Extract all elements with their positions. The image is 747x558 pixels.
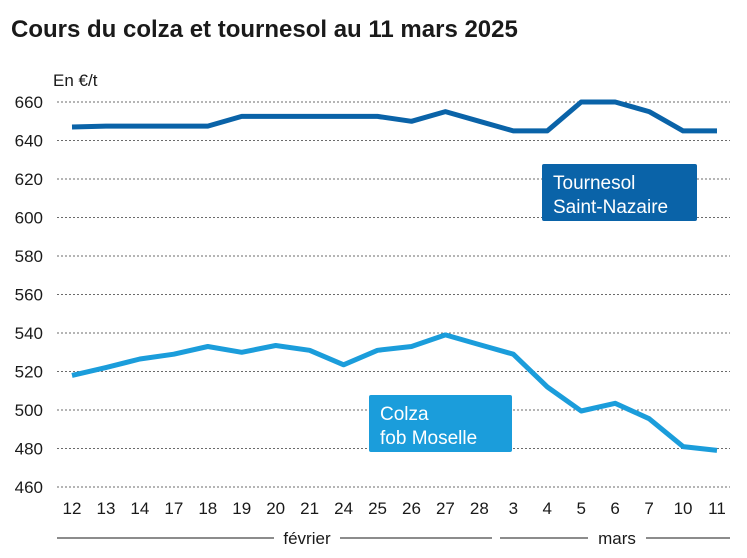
x-tick-label-6: 6 — [610, 499, 619, 518]
series-lines — [71, 99, 718, 453]
x-axis-ticks: 12 13 14 17 18 19 20 21 24 25 26 27 28 3 4 5 6 7 10 11 — [63, 499, 726, 518]
series-label-text-1-0: Colza — [380, 404, 429, 425]
y-tick-label-500: 500 — [15, 401, 43, 420]
x-tick-label-17: 17 — [164, 499, 183, 518]
x-tick-label-21: 21 — [300, 499, 319, 518]
x-tick-label-13: 13 — [96, 499, 115, 518]
y-tick-label-480: 480 — [15, 440, 43, 459]
y-axis-ticks: 460 480 500 520 540 560 580 600 620 640 660 — [15, 93, 43, 497]
series-label-text-0-0: Tournesol — [553, 173, 635, 194]
month-label-mars: mars — [598, 529, 636, 548]
x-tick-label-26: 26 — [402, 499, 421, 518]
y-tick-label-460: 460 — [15, 478, 43, 497]
x-tick-label-14: 14 — [130, 499, 149, 518]
month-label-février: février — [283, 529, 331, 548]
x-tick-label-27: 27 — [436, 499, 455, 518]
x-tick-label-12: 12 — [63, 499, 82, 518]
x-tick-label-10: 10 — [674, 499, 693, 518]
x-tick-label-25: 25 — [368, 499, 387, 518]
y-tick-label-620: 620 — [15, 170, 43, 189]
month-groups: février mars — [57, 529, 730, 548]
series-label-text-1-1: fob Moselle — [380, 428, 477, 449]
y-tick-label-520: 520 — [15, 363, 43, 382]
y-tick-label-640: 640 — [15, 132, 43, 151]
series-labels: Tournesol Saint-Nazaire Colza fob Moselle — [369, 164, 697, 452]
series-label-text-0-1: Saint-Nazaire — [553, 197, 668, 218]
y-tick-label-540: 540 — [15, 324, 43, 343]
x-tick-label-7: 7 — [644, 499, 653, 518]
x-tick-label-20: 20 — [266, 499, 285, 518]
series-label-box-0 — [542, 164, 697, 221]
series-line-1 — [71, 332, 718, 453]
x-tick-label-28: 28 — [470, 499, 489, 518]
x-tick-label-4: 4 — [543, 499, 552, 518]
y-axis-label: En €/t — [53, 71, 98, 90]
x-tick-label-24: 24 — [334, 499, 353, 518]
y-tick-label-600: 600 — [15, 209, 43, 228]
x-tick-label-11: 11 — [708, 499, 726, 518]
x-tick-label-3: 3 — [509, 499, 518, 518]
y-tick-label-580: 580 — [15, 247, 43, 266]
x-tick-label-19: 19 — [232, 499, 251, 518]
series-line-0 — [71, 99, 717, 134]
x-tick-label-18: 18 — [198, 499, 217, 518]
y-tick-label-560: 560 — [15, 286, 43, 305]
series-label-box-1 — [369, 395, 512, 452]
chart-title: Cours du colza et tournesol au 11 mars 2… — [11, 16, 518, 43]
y-tick-label-660: 660 — [15, 93, 43, 112]
x-tick-label-5: 5 — [576, 499, 585, 518]
